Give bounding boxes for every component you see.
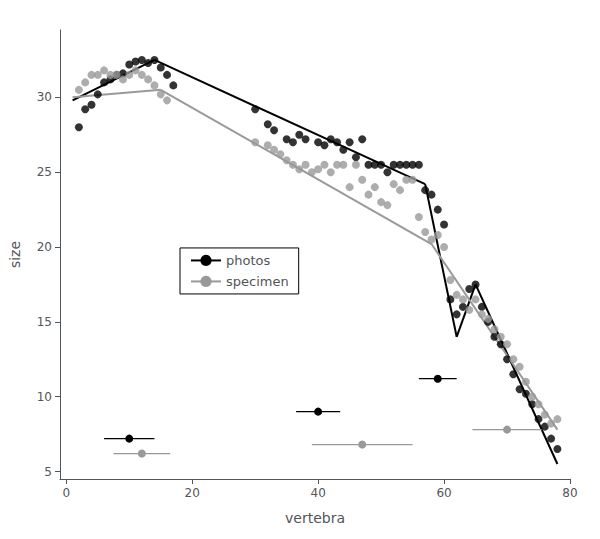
svg-text:80: 80 — [562, 486, 577, 500]
svg-text:60: 60 — [436, 486, 451, 500]
svg-text:20: 20 — [185, 486, 200, 500]
svg-text:15: 15 — [37, 315, 52, 329]
svg-text:specimen: specimen — [226, 274, 289, 289]
svg-text:size: size — [7, 241, 23, 268]
svg-text:0: 0 — [62, 486, 70, 500]
svg-text:5: 5 — [44, 465, 52, 479]
svg-text:10: 10 — [37, 390, 52, 404]
svg-text:photos: photos — [226, 253, 270, 268]
svg-text:vertebra: vertebra — [285, 510, 345, 526]
svg-text:30: 30 — [37, 90, 52, 104]
svg-text:25: 25 — [37, 165, 52, 179]
svg-text:40: 40 — [311, 486, 326, 500]
svg-text:20: 20 — [37, 240, 52, 254]
